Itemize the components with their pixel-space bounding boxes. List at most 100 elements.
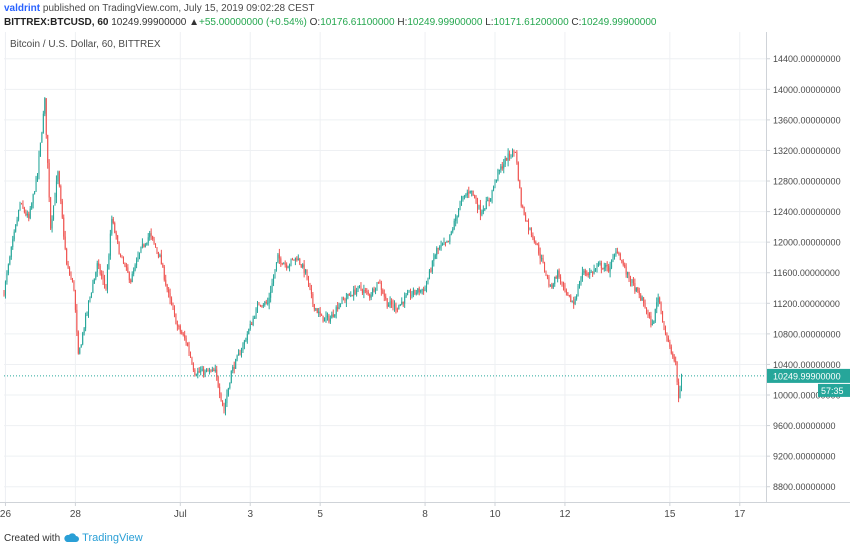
candle-body: [546, 275, 548, 278]
candle-body: [428, 270, 430, 279]
candle-body: [433, 258, 435, 261]
countdown-label: 57:35: [821, 386, 844, 396]
candle-body: [38, 156, 40, 174]
candle-body: [293, 259, 295, 261]
candle-body: [60, 186, 62, 202]
candle-body: [92, 283, 94, 293]
candle-body: [612, 256, 614, 261]
candle-body: [404, 296, 406, 304]
footer: Created with TradingView: [4, 530, 143, 546]
candle-body: [577, 286, 579, 296]
candle-body: [261, 305, 263, 307]
candle-body: [629, 278, 632, 283]
candle-body: [3, 291, 5, 296]
candle-body: [396, 309, 398, 311]
candle-body: [136, 260, 138, 266]
x-tick-label: 3: [247, 509, 253, 520]
candle-body: [526, 220, 528, 222]
candle-body: [140, 246, 142, 253]
candle-body: [516, 152, 518, 163]
candle-body: [558, 270, 560, 277]
candle-body: [583, 270, 585, 273]
candle-body: [673, 356, 675, 361]
candle-body: [622, 260, 624, 265]
candle-body: [625, 266, 627, 275]
candle-body: [203, 368, 205, 375]
candle-body: [150, 233, 152, 236]
candle-body: [529, 228, 531, 230]
candle-body: [29, 208, 31, 219]
symbol-label: BITTREX:BTCUSD, 60: [4, 17, 109, 28]
candle-body: [347, 294, 349, 299]
candle-body: [507, 153, 509, 161]
x-tick-label: 8: [422, 509, 428, 520]
tradingview-logo[interactable]: TradingView: [64, 532, 143, 544]
candle-body: [278, 254, 280, 259]
candle-body: [61, 201, 63, 218]
candle-body: [613, 254, 615, 257]
candle-body: [493, 187, 495, 191]
candle-body: [670, 346, 672, 354]
candle-body: [379, 282, 381, 284]
candle-body: [605, 264, 607, 268]
candle-body: [238, 353, 240, 356]
candle-body: [341, 298, 343, 304]
x-tick-label: Jul: [174, 509, 187, 520]
candle-body: [87, 301, 90, 312]
candle-body: [578, 284, 581, 287]
candle-body: [185, 338, 187, 343]
chart-area[interactable]: 14400.00000000 14000.00000000 13600.000000…: [0, 32, 850, 522]
candle-body: [23, 207, 25, 213]
candle-body: [9, 256, 11, 265]
candlestick-chart[interactable]: 14400.00000000 14000.00000000 13600.000000…: [0, 32, 850, 522]
candle-body: [465, 195, 467, 197]
candle-body: [322, 315, 324, 322]
published-text: published on TradingView.com, July 15, 2…: [42, 3, 315, 14]
candle-body: [259, 304, 261, 306]
candle-body: [201, 368, 203, 372]
candle-body: [82, 333, 84, 345]
candle-body: [206, 370, 208, 372]
candle-body: [407, 292, 409, 295]
candle-body: [442, 243, 444, 245]
candle-body: [331, 314, 333, 319]
candle-body: [270, 291, 272, 298]
candle-body: [335, 307, 337, 315]
candle-body: [434, 255, 436, 259]
candle-body: [168, 289, 170, 294]
x-tick-label: 28: [70, 509, 82, 520]
candle-body: [641, 297, 643, 301]
candle-body: [530, 228, 532, 236]
candle-body: [76, 309, 78, 332]
candle-body: [147, 237, 149, 243]
candle-body: [157, 251, 159, 257]
candle-body: [479, 205, 481, 215]
candle-body: [418, 288, 420, 293]
y-tick-label: 11200.00000000: [773, 299, 840, 309]
candle-body: [356, 290, 358, 295]
candle-body: [660, 303, 662, 312]
candle-body: [535, 241, 537, 244]
candle-body: [520, 188, 522, 206]
candle-body: [627, 271, 629, 275]
candle-body: [188, 346, 190, 353]
candle-body: [576, 295, 578, 300]
open-label: O:: [309, 17, 321, 28]
close-value: 10249.99900000: [581, 17, 657, 28]
author-link[interactable]: valdrint: [4, 3, 41, 14]
candle-body: [506, 157, 508, 161]
candle-body: [450, 231, 452, 235]
candle-body: [296, 257, 298, 261]
candle-body: [595, 268, 597, 270]
candle-body: [252, 318, 254, 325]
candle-body: [310, 288, 312, 295]
candle-body: [246, 334, 248, 341]
candle-body: [160, 254, 162, 265]
candle-body: [574, 299, 576, 304]
candle-body: [226, 395, 228, 404]
y-tick-label: 12000.00000000: [773, 238, 841, 248]
candle-body: [634, 283, 636, 292]
candle-body: [395, 304, 397, 310]
ohlc-line: BITTREX:BTCUSD, 60 10249.99900000 ▲+55.0…: [4, 16, 850, 29]
candle-body: [549, 284, 551, 286]
